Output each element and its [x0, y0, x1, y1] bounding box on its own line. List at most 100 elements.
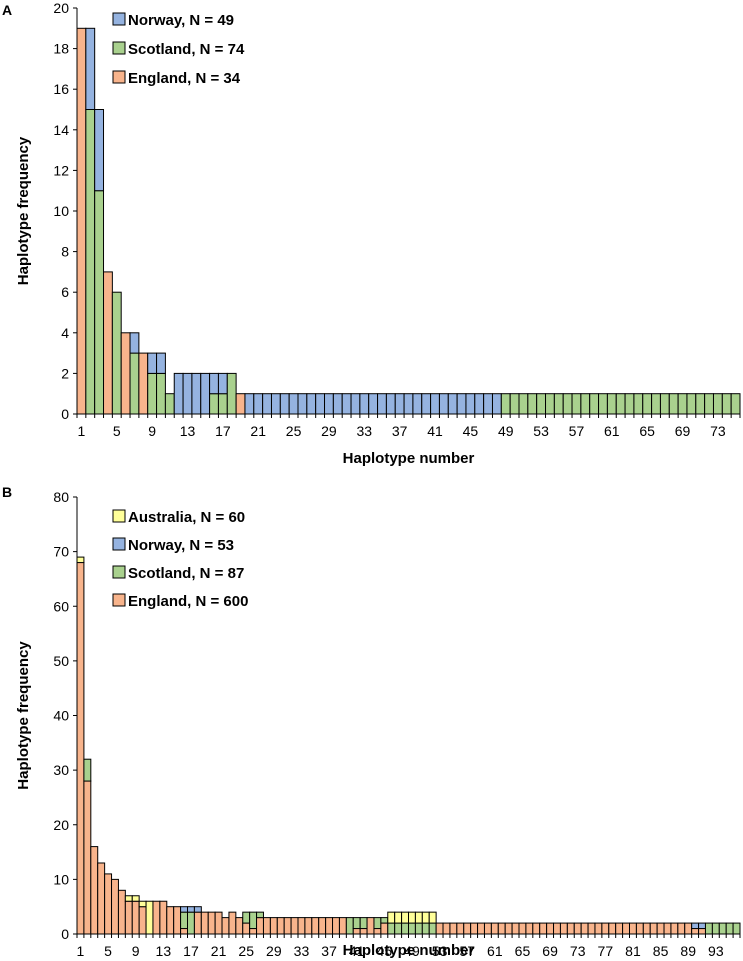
bar-england-56 [456, 922, 465, 935]
x-tick-label: 41 [349, 943, 365, 959]
bar-england-66 [525, 922, 534, 935]
bar-england-85 [656, 922, 665, 935]
bar-england-74 [580, 922, 589, 935]
bar-england-3 [90, 846, 99, 935]
bar-norway-37 [394, 393, 405, 415]
bar-australia-8 [124, 895, 133, 902]
y-tick-label: 80 [53, 489, 69, 505]
bar-england-35 [311, 917, 320, 935]
bar-australia-48 [401, 911, 409, 924]
legend-label-norway: Norway, N = 53 [128, 537, 234, 554]
legend-label-australia: Australia, N = 60 [128, 509, 245, 526]
bar-norway-27 [306, 393, 317, 415]
x-tick-label: 89 [680, 943, 696, 959]
bar-scotland-54 [545, 393, 555, 415]
y-tick-label: 50 [53, 653, 69, 669]
bar-norway-7 [129, 332, 140, 354]
bar-norway-3 [94, 109, 105, 192]
bar-england-59 [477, 922, 485, 935]
bar-england-21 [214, 911, 223, 935]
bar-england-29 [269, 917, 278, 935]
x-tick-label: 73 [710, 423, 726, 439]
panel-b-letter: B [2, 484, 12, 500]
x-tick-label: 45 [463, 423, 479, 439]
y-tick-label: 8 [61, 244, 69, 260]
panel-b-bars [76, 556, 741, 935]
bar-australia-46 [387, 911, 396, 924]
x-tick-label: 53 [533, 423, 549, 439]
bar-scotland-2 [85, 109, 96, 415]
bar-england-5 [104, 873, 113, 935]
bar-england-33 [297, 917, 306, 935]
bar-england-4 [103, 271, 113, 415]
bar-england-19 [200, 911, 209, 935]
bar-england-24 [235, 917, 244, 935]
bar-scotland-2 [83, 758, 92, 782]
bar-norway-15 [200, 372, 211, 415]
bar-norway-10 [156, 352, 166, 374]
x-tick-label: 73 [570, 943, 586, 959]
bar-england-63 [504, 922, 513, 935]
bar-norway-38 [403, 393, 414, 415]
bar-england-91 [698, 928, 706, 935]
bar-scotland-17 [217, 393, 228, 415]
bar-norway-17 [187, 906, 195, 913]
bar-england-88 [677, 922, 686, 935]
bar-england-16 [180, 928, 188, 935]
bar-england-8 [138, 352, 149, 415]
bar-scotland-10 [156, 372, 166, 415]
bar-england-34 [304, 917, 313, 935]
bar-norway-16 [180, 906, 188, 913]
bar-australia-50 [414, 911, 423, 924]
panel-b-legend: Australia, N = 60 Norway, N = 53 Scotland,… [112, 509, 248, 610]
bar-england-42 [359, 928, 368, 935]
x-tick-label: 17 [183, 943, 199, 959]
bar-england-37 [325, 917, 334, 935]
bar-norway-12 [173, 372, 184, 415]
bar-england-23 [228, 911, 237, 935]
bar-england-6 [120, 332, 131, 415]
x-tick-label: 21 [250, 423, 266, 439]
bar-scotland-45 [380, 917, 389, 924]
bar-england-86 [663, 922, 672, 935]
bar-scotland-16 [180, 911, 188, 930]
bar-scotland-68 [668, 393, 679, 415]
bar-norway-25 [288, 393, 299, 415]
x-tick-label: 37 [321, 943, 337, 959]
legend-swatch-england [112, 593, 126, 607]
bar-scotland-49 [500, 393, 511, 415]
panel-a-y-axis-title: Haplotype frequency [15, 136, 32, 285]
bar-norway-14 [191, 372, 202, 415]
bar-scotland-94 [718, 922, 727, 935]
bar-norway-34 [368, 393, 379, 415]
panel-a-x-axis-title: Haplotype number [343, 450, 475, 467]
bar-australia-9 [131, 895, 140, 902]
bar-england-6 [111, 878, 119, 935]
x-tick-label: 57 [569, 423, 585, 439]
bar-scotland-93 [711, 922, 720, 935]
bar-england-32 [290, 917, 299, 935]
legend-label-england: England, N = 600 [128, 593, 248, 610]
bar-scotland-72 [704, 393, 714, 415]
bar-england-65 [518, 922, 527, 935]
bar-norway-39 [412, 393, 423, 415]
bar-scotland-55 [553, 393, 564, 415]
legend-swatch-scotland [112, 41, 126, 55]
bar-australia-49 [408, 911, 416, 924]
x-tick-label: 33 [294, 943, 310, 959]
bar-scotland-50 [509, 393, 520, 415]
bar-scotland-58 [580, 393, 591, 415]
legend-swatch-australia [112, 509, 126, 523]
x-tick-label: 5 [113, 423, 121, 439]
bar-england-78 [608, 922, 617, 935]
y-tick-label: 2 [61, 365, 69, 381]
y-tick-label: 40 [53, 708, 69, 724]
y-tick-label: 4 [61, 325, 69, 341]
x-tick-label: 25 [238, 943, 254, 959]
bar-england-68 [539, 922, 548, 935]
bar-norway-18 [193, 906, 202, 913]
y-tick-label: 60 [53, 598, 69, 614]
y-tick-label: 16 [53, 81, 69, 97]
bar-england-45 [380, 922, 389, 935]
x-tick-label: 65 [639, 423, 655, 439]
